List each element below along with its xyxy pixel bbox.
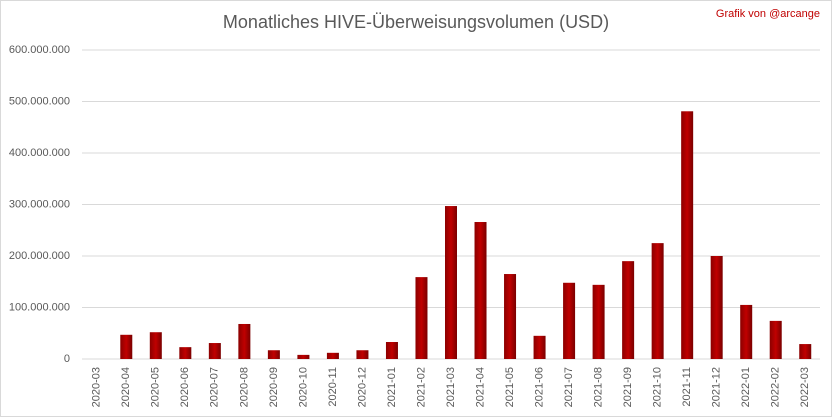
y-tick-label: 100.000.000 [9,301,70,313]
x-tick-label: 2021-11 [681,367,693,407]
x-tick-label: 2020-05 [150,367,162,407]
bar [681,111,694,359]
bar [740,304,753,359]
bar [208,343,221,359]
bar [504,274,517,359]
bar [769,320,782,359]
bar [267,350,280,359]
y-tick-label: 300.000.000 [9,198,70,210]
bar [533,335,546,359]
bar [622,261,635,359]
y-tick-label: 200.000.000 [9,250,70,262]
bar [592,284,605,359]
bar [120,334,133,359]
x-tick-label: 2022-03 [799,367,811,407]
x-tick-label: 2020-09 [268,367,280,407]
bar [445,206,457,359]
x-tick-label: 2021-10 [652,367,664,407]
x-tick-label: 2021-07 [563,367,575,407]
bar [179,347,192,359]
bar [710,256,723,359]
bar [238,323,251,359]
x-tick-label: 2022-02 [770,367,782,407]
x-tick-label: 2020-06 [179,367,191,407]
annotation: Grafik von @arcange [716,8,820,20]
x-tick-label: 2020-04 [120,367,132,407]
bar [474,222,487,359]
x-tick-label: 2021-02 [415,367,427,407]
bar [415,277,428,359]
bar [356,350,369,359]
chart-title: Monatliches HIVE-Überweisungsvolumen (US… [223,12,609,32]
x-tick-label: 2022-01 [740,367,752,407]
x-tick-label: 2020-12 [356,367,368,407]
bar [297,354,310,359]
x-tick-label: 2021-04 [474,367,486,407]
x-tick-label: 2020-08 [238,367,250,407]
x-tick-label: 2020-07 [209,367,221,407]
y-tick-label: 500.000.000 [9,95,70,107]
x-tick-label: 2021-12 [711,367,723,407]
bar [651,243,664,359]
y-tick-label: 400.000.000 [9,147,70,159]
x-tick-label: 2020-11 [327,367,339,407]
x-tick-label: 2020-10 [297,367,309,407]
y-tick-label: 0 [64,353,70,365]
bar [385,342,398,359]
bar [326,352,339,359]
bar [563,282,576,359]
bar [149,332,162,359]
x-tick-label: 2021-01 [386,367,398,407]
bar [799,344,812,359]
x-tick-label: 2020-03 [91,367,103,407]
x-tick-label: 2021-03 [445,367,457,407]
x-tick-label: 2021-06 [533,367,545,407]
x-tick-label: 2021-09 [622,367,634,407]
x-tick-label: 2021-08 [593,367,605,407]
x-tick-label: 2021-05 [504,367,516,407]
y-tick-label: 600.000.000 [9,44,70,56]
